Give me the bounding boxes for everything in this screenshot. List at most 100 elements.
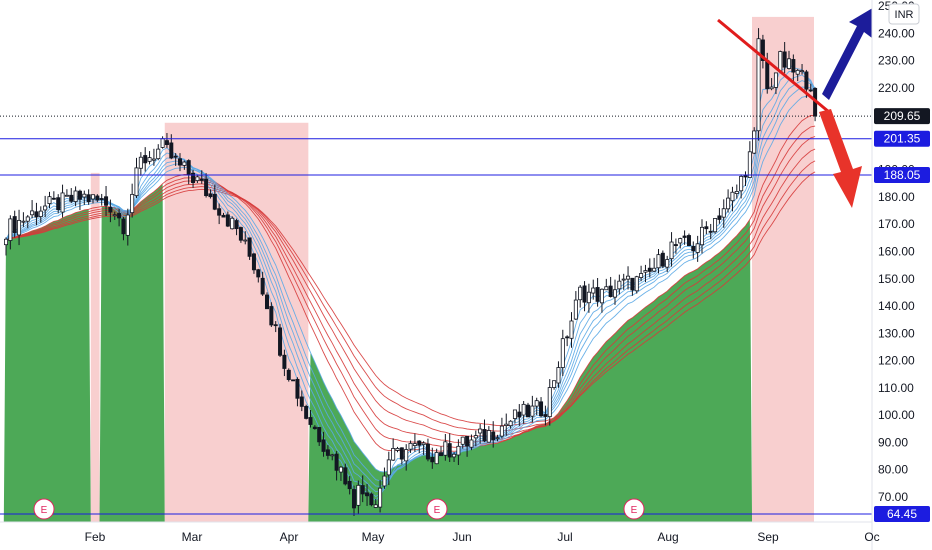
candle-body bbox=[330, 454, 335, 457]
candle-body bbox=[526, 404, 531, 418]
candle-body bbox=[686, 235, 691, 247]
x-tick-label: Oc bbox=[864, 530, 879, 544]
candle-body bbox=[613, 289, 618, 298]
candle-body bbox=[399, 447, 404, 460]
candle-body bbox=[769, 86, 774, 90]
candle-body bbox=[595, 287, 600, 302]
candle-body bbox=[373, 504, 378, 508]
candle-body bbox=[382, 475, 387, 487]
candle-body bbox=[739, 175, 744, 192]
y-tick-label: 70.00 bbox=[878, 490, 908, 504]
candle-body bbox=[317, 427, 322, 443]
x-tick-label: Sep bbox=[757, 530, 779, 544]
candle-body bbox=[721, 208, 726, 218]
x-axis: Feb Mar Apr May Jun Jul Aug Sep Oc bbox=[0, 521, 880, 544]
candle-body bbox=[238, 227, 243, 241]
bear-zone bbox=[90, 172, 100, 522]
price-tag bbox=[874, 506, 930, 522]
bull-zone bbox=[308, 219, 753, 523]
candle-body bbox=[495, 437, 500, 440]
candle-body bbox=[147, 157, 152, 162]
candle-body bbox=[499, 425, 504, 437]
candle-body bbox=[269, 306, 274, 326]
y-tick-label: 230.00 bbox=[878, 54, 915, 68]
y-tick-label: 140.00 bbox=[878, 299, 915, 313]
candle-body bbox=[347, 480, 352, 490]
candle-body bbox=[351, 489, 356, 509]
fast-ema-line bbox=[5, 70, 816, 498]
candle-body bbox=[517, 411, 522, 418]
candle-body bbox=[730, 191, 735, 202]
candle-body bbox=[673, 244, 678, 247]
bullish-arrow bbox=[822, 6, 876, 100]
earnings-marker[interactable] bbox=[623, 498, 645, 520]
candle-body bbox=[552, 380, 557, 388]
earnings-marker-label: E bbox=[631, 505, 638, 516]
candle-body bbox=[225, 214, 230, 227]
candle-body bbox=[151, 158, 156, 161]
candle-body bbox=[104, 196, 109, 206]
candle-body bbox=[51, 197, 56, 200]
candle-body bbox=[251, 253, 256, 271]
earnings-marker[interactable] bbox=[33, 498, 55, 520]
candle-body bbox=[247, 237, 252, 257]
currency-badge[interactable]: INR bbox=[888, 3, 920, 25]
candle-body bbox=[534, 400, 539, 407]
y-tick-label: 80.00 bbox=[878, 463, 908, 477]
candle-body bbox=[713, 218, 718, 233]
candle-body bbox=[695, 243, 700, 253]
candle-body bbox=[156, 148, 161, 160]
candle-body bbox=[182, 161, 187, 166]
candle-body bbox=[491, 431, 496, 441]
candle-body bbox=[565, 336, 570, 339]
candle-body bbox=[417, 440, 422, 446]
candle-body bbox=[452, 453, 457, 458]
candle-body bbox=[47, 196, 52, 204]
y-tick-label: 220.00 bbox=[878, 81, 915, 95]
candle-body bbox=[578, 286, 583, 301]
candle-body bbox=[173, 155, 178, 158]
candle-body bbox=[691, 246, 696, 252]
candle-body bbox=[425, 443, 430, 460]
candle-body bbox=[12, 216, 17, 234]
candle-body bbox=[404, 449, 409, 462]
candle-body bbox=[660, 252, 665, 267]
candle-body bbox=[138, 156, 143, 169]
candle-body bbox=[808, 89, 813, 92]
candle-body bbox=[443, 441, 448, 456]
bear-zone bbox=[164, 122, 309, 522]
candle-body bbox=[556, 367, 561, 384]
y-tick-label: 110.00 bbox=[878, 381, 914, 395]
candle-body bbox=[778, 51, 783, 72]
candle-body bbox=[782, 51, 787, 68]
candle-body bbox=[82, 193, 87, 198]
price-tag bbox=[874, 166, 930, 183]
candle-body bbox=[421, 442, 426, 445]
currency-label: INR bbox=[895, 9, 914, 21]
candle-body bbox=[278, 327, 283, 356]
candle-body bbox=[586, 291, 591, 304]
candle-body bbox=[547, 387, 552, 418]
x-tick-label: Jul bbox=[557, 530, 572, 544]
candle-body bbox=[8, 218, 13, 241]
candle-body bbox=[787, 58, 792, 69]
candle-body bbox=[186, 160, 191, 176]
y-tick-label: 90.00 bbox=[878, 435, 908, 449]
candle-body bbox=[164, 140, 169, 145]
candle-body bbox=[478, 428, 483, 434]
currency-badge-box[interactable] bbox=[888, 3, 920, 25]
candle-body bbox=[77, 190, 82, 200]
candle-body bbox=[652, 267, 657, 272]
candle-body bbox=[530, 405, 535, 417]
price-tag-label: 188.05 bbox=[884, 168, 921, 182]
candle-body bbox=[91, 194, 96, 200]
earnings-marker-label: E bbox=[434, 505, 441, 516]
candle-body bbox=[682, 235, 687, 238]
earnings-marker[interactable] bbox=[426, 498, 448, 520]
x-tick-label: Jun bbox=[452, 530, 471, 544]
y-axis-panel bbox=[872, 0, 932, 550]
candle-body bbox=[256, 269, 261, 278]
candle-body bbox=[38, 210, 43, 217]
